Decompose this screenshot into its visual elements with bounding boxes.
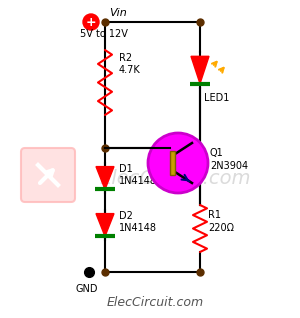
Text: Vin: Vin: [109, 8, 127, 18]
Text: 220Ω: 220Ω: [208, 223, 234, 233]
Text: R1: R1: [208, 210, 221, 220]
Bar: [170, 151, 175, 175]
Polygon shape: [191, 56, 209, 84]
Polygon shape: [96, 214, 114, 236]
Text: ElecCircuit.com: ElecCircuit.com: [99, 169, 251, 188]
Circle shape: [83, 14, 99, 30]
Circle shape: [148, 133, 208, 193]
Polygon shape: [96, 167, 114, 190]
Text: 2N3904: 2N3904: [210, 161, 248, 171]
Text: 4.7K: 4.7K: [119, 65, 141, 75]
Text: 5V to 12V: 5V to 12V: [80, 29, 128, 39]
Text: D1: D1: [119, 164, 133, 174]
Text: ElecCircuit.com: ElecCircuit.com: [106, 296, 204, 309]
Text: +: +: [86, 16, 96, 29]
FancyBboxPatch shape: [21, 148, 75, 202]
Text: GND: GND: [76, 284, 98, 294]
Text: R2: R2: [119, 53, 132, 63]
Text: LED1: LED1: [204, 93, 230, 103]
Text: 1N4148: 1N4148: [119, 176, 157, 186]
Text: 1N4148: 1N4148: [119, 223, 157, 233]
Text: Q1: Q1: [210, 148, 224, 158]
Text: D2: D2: [119, 211, 133, 221]
